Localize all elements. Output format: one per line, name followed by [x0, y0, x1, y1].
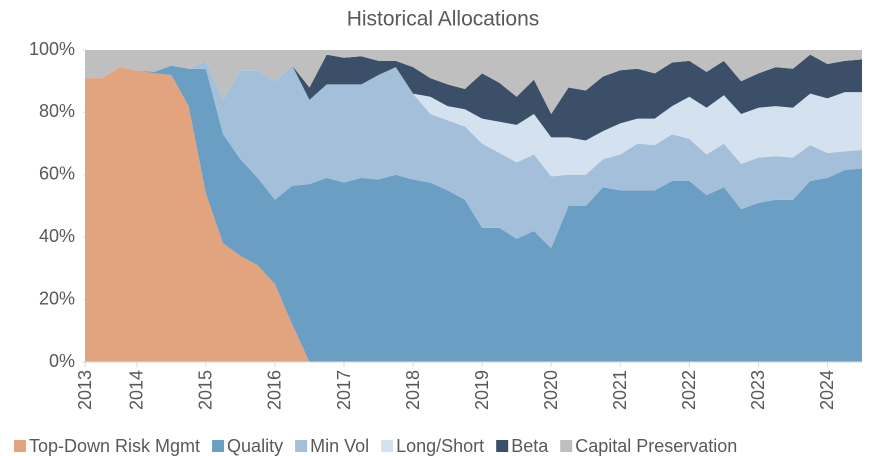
x-tick-label: 2018: [403, 370, 423, 410]
x-tick-label: 2023: [748, 370, 768, 410]
legend: Top-Down Risk Mgmt Quality Min Vol Long/Sho…: [14, 436, 737, 456]
y-tick-label: 0%: [49, 351, 75, 371]
area: [85, 50, 862, 114]
y-tick-label: 20%: [39, 288, 75, 308]
plot-area: [85, 50, 862, 362]
y-tick-label: 80%: [39, 101, 75, 121]
x-tick-label: 2024: [817, 370, 837, 410]
x-tick-label: 2016: [265, 370, 285, 410]
y-tick-label: 40%: [39, 226, 75, 246]
area: [85, 54, 862, 141]
legend-swatch: [496, 440, 509, 452]
y-tick-label: 100%: [29, 39, 75, 59]
legend-swatch: [212, 440, 225, 452]
legend-label: Top-Down Risk Mgmt: [29, 436, 200, 456]
legend-label: Beta: [511, 436, 549, 456]
area: [85, 67, 862, 362]
x-tick-label: 2013: [75, 370, 95, 410]
legend-label: Long/Short: [396, 436, 484, 456]
legend-swatch: [295, 440, 308, 452]
legend-label: Quality: [227, 436, 283, 456]
legend-label: Capital Preservation: [575, 436, 737, 456]
area: [85, 60, 862, 177]
x-tick-label: 2020: [541, 370, 561, 410]
axes: 0% 20% 40% 60% 80% 100% 2013 2014 2015 2016 2017 20…: [29, 39, 862, 410]
legend-swatch: [381, 440, 394, 452]
x-tick-label: 2019: [472, 370, 492, 410]
area: [85, 60, 862, 249]
legend-swatch: [560, 440, 573, 452]
x-tick-label: 2014: [127, 370, 147, 410]
legend-label: Min Vol: [310, 436, 369, 456]
x-tick-label: 2015: [196, 370, 216, 410]
x-tick-label: 2021: [610, 370, 630, 410]
x-tick-label: 2017: [334, 370, 354, 410]
area: [85, 65, 862, 362]
legend-swatch: [14, 440, 26, 452]
x-tick-label: 2022: [679, 370, 699, 410]
chart-title: Historical Allocations: [347, 8, 540, 31]
y-tick-label: 60%: [39, 164, 75, 184]
